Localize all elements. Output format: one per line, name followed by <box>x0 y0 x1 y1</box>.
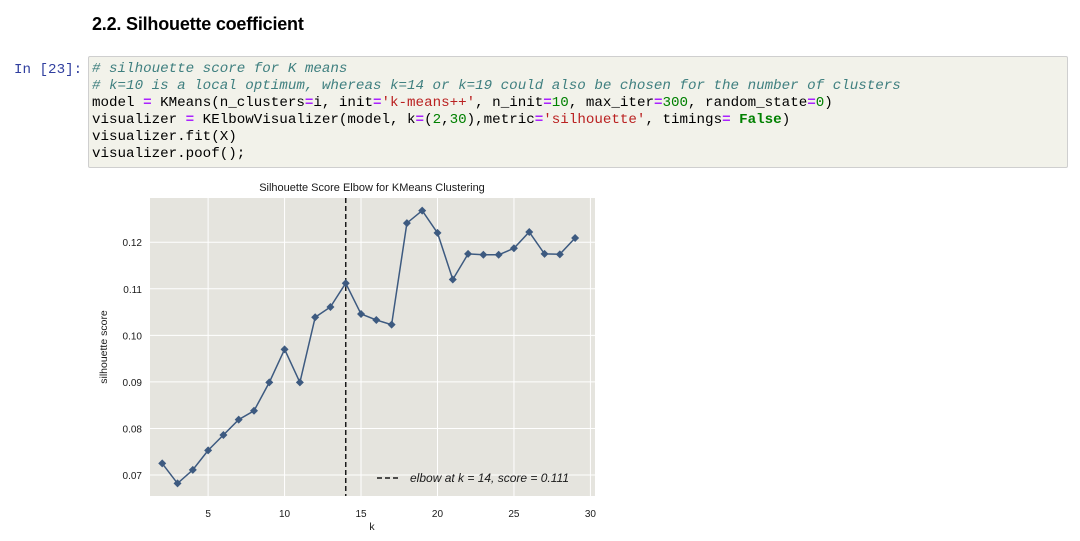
code-token: , n_init <box>475 95 544 111</box>
data-point-marker <box>540 249 549 258</box>
code-token: = <box>807 95 816 111</box>
chart-title: Silhouette Score Elbow for KMeans Cluste… <box>259 182 485 194</box>
code-line-5: visualizer.fit(X) <box>92 129 901 146</box>
y-axis-label: silhouette score <box>98 310 110 384</box>
code-token: = <box>543 95 552 111</box>
code-token: 10 <box>551 95 569 111</box>
code-token: 30 <box>449 112 467 128</box>
code-cell[interactable] <box>88 56 1068 168</box>
x-tick-label: 30 <box>585 509 597 520</box>
plot-area <box>150 198 595 496</box>
data-point-marker <box>204 446 213 455</box>
code-token: = <box>372 95 382 111</box>
code-token: , <box>441 112 450 128</box>
silhouette-series-markers <box>158 206 580 488</box>
code-token <box>731 112 740 128</box>
section-title: 2.2. Silhouette coefficient <box>92 14 304 34</box>
data-point-marker <box>509 244 518 253</box>
code-token: , max_iter <box>568 95 654 111</box>
x-tick-label: 5 <box>205 509 211 520</box>
code-line-3: model = KMeans(n_clusters=i, init='k-mea… <box>92 95 901 112</box>
code-token: ( <box>424 112 433 128</box>
code-token: 2 <box>432 112 442 128</box>
data-point-marker <box>525 227 534 236</box>
code-token: ),metric <box>466 112 535 128</box>
code-token: False <box>739 112 782 128</box>
code-token: = <box>304 95 314 111</box>
code-token: = <box>653 95 663 111</box>
code-token: KMeans(n_clusters <box>151 95 305 111</box>
y-tick-labels: 0.07 0.08 0.09 0.10 0.11 0.12 <box>123 238 143 482</box>
y-tick-label: 0.12 <box>123 238 143 249</box>
code-token: ) <box>781 112 791 128</box>
data-point-marker <box>219 431 228 440</box>
y-tick-label: 0.11 <box>123 285 142 296</box>
code-token: visualizer <box>92 112 186 128</box>
x-tick-label: 15 <box>355 509 367 520</box>
code-token: = <box>185 112 195 128</box>
data-point-marker <box>448 275 457 284</box>
code-token: i, init <box>313 95 373 111</box>
data-point-marker <box>479 250 488 259</box>
code-token: model <box>92 95 144 111</box>
code-token: 'k-means++' <box>381 95 476 111</box>
code-editor[interactable]: # silhouette score for K means # k=10 is … <box>92 61 901 163</box>
data-point-marker <box>295 378 304 387</box>
y-tick-label: 0.07 <box>123 471 143 482</box>
data-point-marker <box>571 234 580 243</box>
code-token: visualizer.fit(X) <box>92 129 237 145</box>
code-token: , timings <box>645 112 723 128</box>
data-point-marker <box>158 459 167 468</box>
data-point-marker <box>555 250 564 259</box>
code-comment: # k=10 is a local optimum, whereas k=14 … <box>92 78 901 94</box>
code-token: = <box>534 112 544 128</box>
x-axis-label: k <box>369 521 375 533</box>
silhouette-series-line <box>161 209 576 485</box>
data-point-marker <box>402 219 411 228</box>
data-point-marker <box>372 315 381 324</box>
code-line-4: visualizer = KElbowVisualizer(model, k=(… <box>92 112 901 129</box>
data-point-marker <box>234 415 243 424</box>
y-tick-label: 0.09 <box>123 378 143 389</box>
silhouette-elbow-chart: Silhouette Score Elbow for KMeans Cluste… <box>98 182 596 533</box>
code-token: KElbowVisualizer(model, k <box>194 112 416 128</box>
data-point-marker <box>464 249 473 258</box>
data-point-marker <box>173 479 182 488</box>
code-token: = <box>722 112 731 128</box>
y-tick-label: 0.10 <box>123 331 143 342</box>
data-point-marker <box>357 309 366 318</box>
code-token: = <box>415 112 425 128</box>
code-token: = <box>143 95 152 111</box>
legend: elbow at k = 14, score = 0.111 <box>377 471 569 485</box>
data-point-marker <box>433 228 442 237</box>
data-point-marker <box>494 250 503 259</box>
code-line-1: # silhouette score for K means <box>92 61 901 78</box>
code-token: visualizer.poof(); <box>92 146 246 162</box>
data-point-marker <box>418 206 427 215</box>
data-point-marker <box>311 313 320 322</box>
legend-label: elbow at k = 14, score = 0.111 <box>410 471 569 485</box>
code-token: 0 <box>815 95 825 111</box>
x-tick-label: 20 <box>432 509 444 520</box>
data-point-marker <box>326 302 335 311</box>
data-point-marker <box>249 406 258 415</box>
code-token: ) <box>824 95 833 111</box>
data-point-marker <box>341 279 350 288</box>
code-token: , random_state <box>688 95 808 111</box>
code-token: 300 <box>662 95 689 111</box>
code-line-2: # k=10 is a local optimum, whereas k=14 … <box>92 78 901 95</box>
x-tick-label: 25 <box>508 509 520 520</box>
x-tick-label: 10 <box>279 509 291 520</box>
x-tick-labels: 5 10 15 20 25 30 <box>205 509 596 520</box>
code-line-6: visualizer.poof(); <box>92 146 901 163</box>
y-tick-label: 0.08 <box>123 424 143 435</box>
data-point-marker <box>188 465 197 474</box>
cell-prompt: In [23]: <box>14 62 83 78</box>
data-point-marker <box>280 345 289 354</box>
code-comment: # silhouette score for K means <box>92 61 348 77</box>
code-token: 'silhouette' <box>543 112 646 128</box>
data-point-marker <box>387 320 396 329</box>
data-point-marker <box>265 378 274 387</box>
